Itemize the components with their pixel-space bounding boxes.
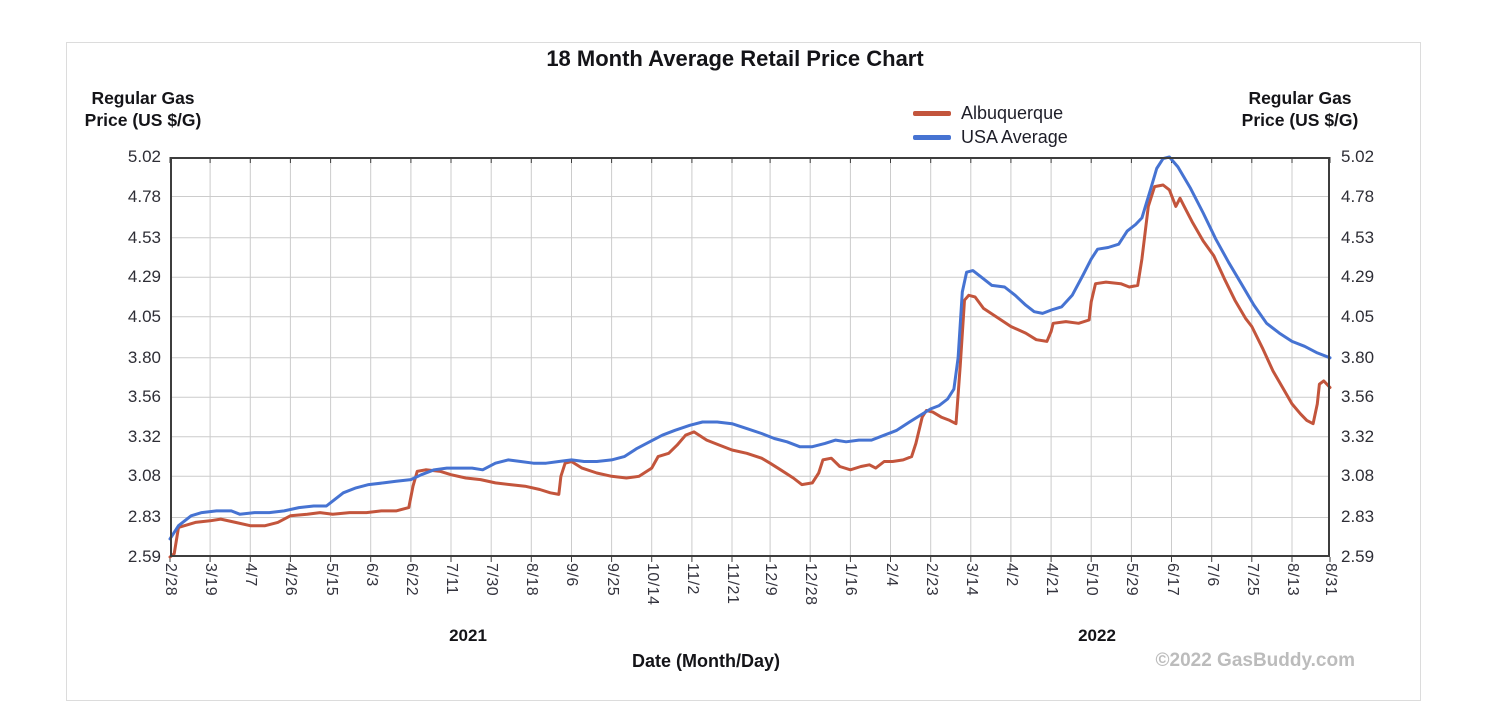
y-axis-tick-label-right: 4.53: [1341, 227, 1375, 247]
x-axis-tick-label: 8/18: [523, 563, 541, 597]
x-axis-title: Date (Month/Day): [632, 651, 780, 671]
x-axis-tick-label: 6/22: [402, 563, 420, 597]
year-label-2022: 2022: [1078, 626, 1116, 645]
y-axis-tick-label-right: 4.78: [1341, 186, 1375, 206]
chart-frame: [66, 42, 1421, 701]
y-axis-tick-label-left: 2.59: [127, 547, 161, 566]
left-axis-title-line2: Price (US $/G): [84, 110, 202, 130]
x-axis-tick-label: 6/17: [1163, 563, 1181, 597]
x-axis-tick-label: 2/23: [922, 563, 940, 597]
y-axis-tick-label-right: 5.02: [1341, 147, 1375, 166]
gasbuddy-watermark: ©2022 GasBuddy.com: [1155, 650, 1356, 671]
x-axis-tick-label: 4/2: [1002, 563, 1020, 587]
y-axis-tick-label-left: 4.78: [127, 186, 161, 206]
y-axis-tick-label-right: 3.80: [1341, 347, 1375, 367]
y-axis-tick-label-right: 3.56: [1341, 387, 1375, 407]
x-axis-tick-label: 10/14: [643, 563, 661, 606]
x-axis-tick-label: 4/26: [282, 563, 300, 597]
x-axis-tick-label: 8/13: [1283, 563, 1301, 597]
y-axis-tick-label-left: 4.29: [127, 267, 161, 287]
right-axis-title: Regular Gas Price (US $/G): [1220, 87, 1380, 131]
y-axis-tick-label-left: 2.83: [127, 507, 161, 527]
usa-average-line-swatch-icon: [913, 134, 951, 140]
left-axis-title-line1: Regular Gas: [91, 88, 195, 108]
x-axis-tick-label: 11/2: [683, 563, 701, 595]
legend-label-albuquerque: Albuquerque: [961, 102, 1064, 123]
x-axis-tick-label: 3/14: [962, 563, 980, 597]
right-axis-title-line1: Regular Gas: [1248, 88, 1352, 108]
y-axis-tick-label-right: 4.05: [1341, 306, 1375, 326]
x-axis-tick-label: 12/28: [802, 563, 820, 606]
legend: Albuquerque USA Average: [913, 101, 1068, 149]
x-axis-tick-label: 1/16: [842, 563, 860, 597]
y-axis-tick-label-left: 4.53: [127, 227, 161, 247]
x-axis-tick-label: 4/21: [1043, 563, 1061, 597]
x-axis-tick-label: 5/15: [322, 563, 340, 597]
x-axis-tick-label: 7/11: [443, 563, 461, 595]
y-axis-tick-label-left: 3.80: [127, 347, 161, 367]
y-axis-tick-label-right: 3.32: [1341, 426, 1375, 446]
year-label-2021: 2021: [449, 626, 487, 645]
legend-item-usa-average: USA Average: [913, 125, 1068, 149]
x-axis-tick-label: 9/25: [603, 563, 621, 597]
y-axis-tick-label-left: 3.32: [127, 426, 161, 446]
x-axis-tick-label: 5/10: [1083, 563, 1101, 597]
x-axis-tick-label: 12/9: [762, 563, 780, 597]
y-axis-tick-label-left: 4.05: [127, 306, 161, 326]
x-axis-tick-label: 8/31: [1322, 563, 1339, 597]
x-axis-tick-label: 7/6: [1203, 563, 1221, 587]
y-axis-tick-label-left: 3.08: [127, 466, 161, 486]
x-axis-tick-label: 9/6: [563, 563, 581, 587]
x-axis-tick-label: 2/4: [882, 563, 900, 587]
y-axis-tick-label-right: 3.08: [1341, 466, 1375, 486]
albuquerque-line-swatch-icon: [913, 110, 951, 116]
y-axis-tick-label-left: 5.02: [127, 147, 161, 166]
left-axis-title: Regular Gas Price (US $/G): [58, 87, 228, 131]
y-axis-tick-label-right: 2.83: [1341, 507, 1375, 527]
legend-label-usa-average: USA Average: [961, 126, 1068, 147]
x-axis-tick-label: 3/19: [202, 563, 220, 597]
x-axis-tick-label: 2/28: [162, 563, 179, 597]
price-lines-plot: [168, 155, 1332, 562]
x-axis-tick-label: 4/7: [242, 563, 260, 587]
x-axis-tick-label: 11/21: [724, 563, 742, 605]
chart-title: 18 Month Average Retail Price Chart: [546, 46, 924, 71]
x-axis-tick-label: 7/25: [1243, 563, 1261, 597]
right-axis-title-line2: Price (US $/G): [1241, 110, 1359, 130]
y-axis-tick-label-left: 3.56: [127, 387, 161, 407]
y-axis-tick-label-right: 4.29: [1341, 267, 1375, 287]
x-axis-tick-label: 5/29: [1123, 563, 1141, 597]
y-axis-tick-label-right: 2.59: [1341, 547, 1375, 566]
x-axis-tick-label: 7/30: [483, 563, 501, 597]
legend-item-albuquerque: Albuquerque: [913, 101, 1068, 125]
plot-area: [168, 155, 1332, 562]
x-axis-tick-label: 6/3: [362, 563, 380, 587]
